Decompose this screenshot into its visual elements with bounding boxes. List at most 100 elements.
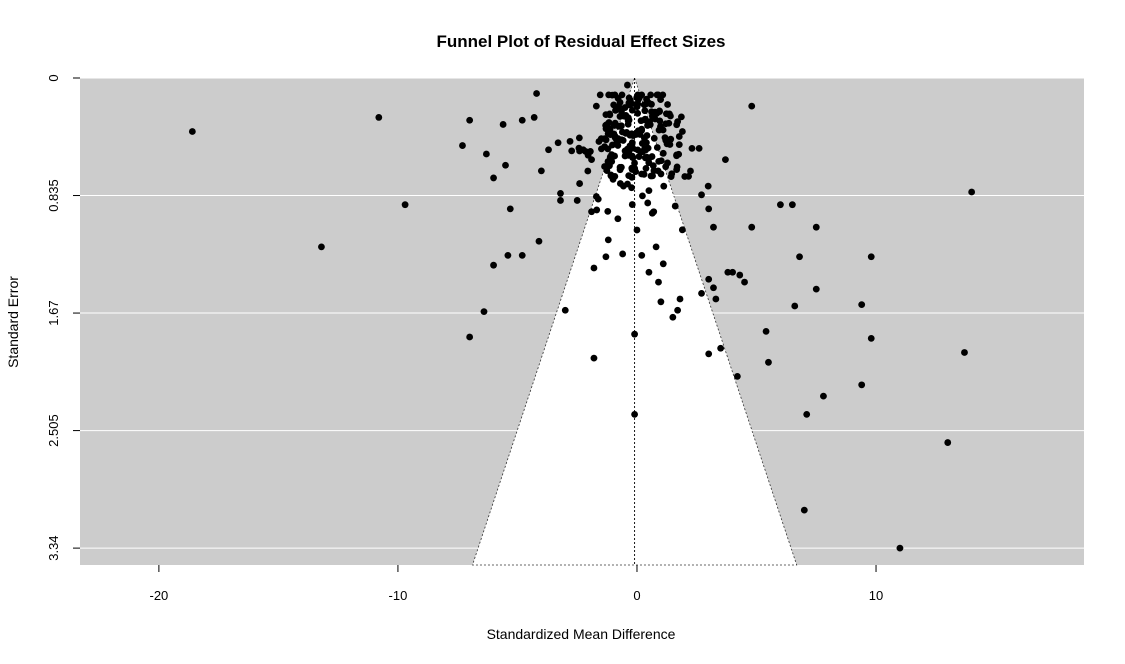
data-point-1 <box>375 114 383 121</box>
data-point-50 <box>705 275 713 283</box>
cluster-point-147 <box>628 139 636 147</box>
data-point-30 <box>631 410 638 418</box>
cluster-point-105 <box>662 120 670 128</box>
cluster-point-166 <box>575 144 583 152</box>
cluster-point-144 <box>675 150 683 158</box>
y-axis: 0 0.835 1.67 2.505 3.34 <box>46 74 80 561</box>
data-point-38 <box>710 223 717 231</box>
cluster-point-122 <box>675 133 683 140</box>
cluster-point-64 <box>655 157 663 165</box>
cluster-point-175 <box>626 96 634 104</box>
cluster-point-107 <box>611 91 619 99</box>
y-tick-label-0: 0 <box>46 74 61 81</box>
cluster-point-199 <box>629 144 637 152</box>
data-point-52 <box>712 295 720 303</box>
cluster-point-155 <box>664 101 671 108</box>
data-point-59 <box>705 350 713 358</box>
cluster-point-184 <box>598 145 605 153</box>
cluster-point-196 <box>616 166 624 174</box>
cluster-point-133 <box>603 167 611 175</box>
cluster-point-13 <box>641 107 649 115</box>
cluster-point-212 <box>656 117 664 125</box>
data-point-15 <box>466 333 474 341</box>
data-point-24 <box>573 197 581 204</box>
cluster-point-44 <box>653 144 661 151</box>
data-point-19 <box>537 167 545 175</box>
data-point-9 <box>502 161 509 169</box>
data-point-35 <box>695 144 703 152</box>
data-point-80 <box>590 264 598 272</box>
cluster-point-158 <box>673 163 681 171</box>
data-point-32 <box>722 156 729 164</box>
cluster-point-170 <box>611 152 618 160</box>
cluster-point-191 <box>594 195 602 203</box>
cluster-point-141 <box>602 136 610 144</box>
cluster-point-163 <box>667 173 675 181</box>
data-point-83 <box>633 226 641 234</box>
grid-lines <box>80 77 1084 549</box>
data-points <box>188 81 976 552</box>
cluster-point-181 <box>611 172 619 180</box>
cluster-point-80 <box>604 207 612 215</box>
cluster-point-112 <box>644 199 652 207</box>
data-point-21 <box>554 139 562 147</box>
data-point-6 <box>482 150 490 158</box>
data-point-88 <box>624 81 631 89</box>
data-point-87 <box>588 208 595 216</box>
cluster-point-179 <box>611 119 619 127</box>
data-point-45 <box>724 268 732 276</box>
cluster-point-152 <box>613 139 621 147</box>
y-tick-label-4: 3.34 <box>46 535 61 560</box>
data-point-2 <box>401 201 409 209</box>
cluster-point-182 <box>687 167 694 175</box>
cluster-point-216 <box>635 153 643 160</box>
data-point-63 <box>820 392 827 400</box>
data-point-12 <box>518 251 526 259</box>
cluster-point-178 <box>611 132 619 140</box>
data-point-84 <box>614 215 622 223</box>
cluster-point-129 <box>678 226 686 234</box>
cluster-point-162 <box>640 170 648 178</box>
data-point-10 <box>506 205 514 213</box>
data-point-60 <box>733 372 741 380</box>
cluster-point-169 <box>638 127 646 134</box>
data-point-17 <box>530 114 538 121</box>
cluster-point-168 <box>624 120 632 128</box>
data-point-64 <box>803 410 811 418</box>
data-point-18 <box>533 90 540 97</box>
data-point-90 <box>592 102 600 110</box>
cluster-point-208 <box>644 98 652 106</box>
y-tick-label-1: 0.835 <box>46 179 61 212</box>
data-point-72 <box>657 298 665 306</box>
cluster-point-195 <box>584 167 592 175</box>
cluster-point-201 <box>604 124 612 132</box>
y-axis-label: Standard Error <box>5 276 21 368</box>
data-point-36 <box>698 191 705 199</box>
cluster-point-48 <box>675 141 683 149</box>
data-point-58 <box>717 344 725 352</box>
data-point-11 <box>504 251 512 259</box>
data-point-14 <box>480 308 488 316</box>
x-tick-label-1: -10 <box>389 588 408 603</box>
cluster-point-161 <box>608 158 616 165</box>
cluster-point-46 <box>657 170 665 178</box>
x-tick-label-0: -20 <box>149 588 168 603</box>
cluster-point-160 <box>650 167 658 175</box>
cluster-point-127 <box>628 201 636 208</box>
y-tick-label-2: 1.67 <box>46 300 61 325</box>
cluster-point-218 <box>641 145 648 153</box>
cluster-point-111 <box>650 134 658 142</box>
cluster-point-70 <box>673 121 681 129</box>
cluster-point-120 <box>606 110 614 118</box>
cluster-point-154 <box>654 91 662 99</box>
data-point-48 <box>741 278 748 286</box>
x-tick-label-3: 10 <box>869 588 883 603</box>
data-point-54 <box>791 302 799 310</box>
data-point-46 <box>729 268 736 276</box>
data-point-65 <box>858 381 866 389</box>
cluster-point-185 <box>659 149 667 157</box>
data-point-55 <box>858 301 866 309</box>
cluster-point-165 <box>657 123 664 130</box>
data-point-75 <box>645 268 653 276</box>
data-point-13 <box>490 261 497 269</box>
